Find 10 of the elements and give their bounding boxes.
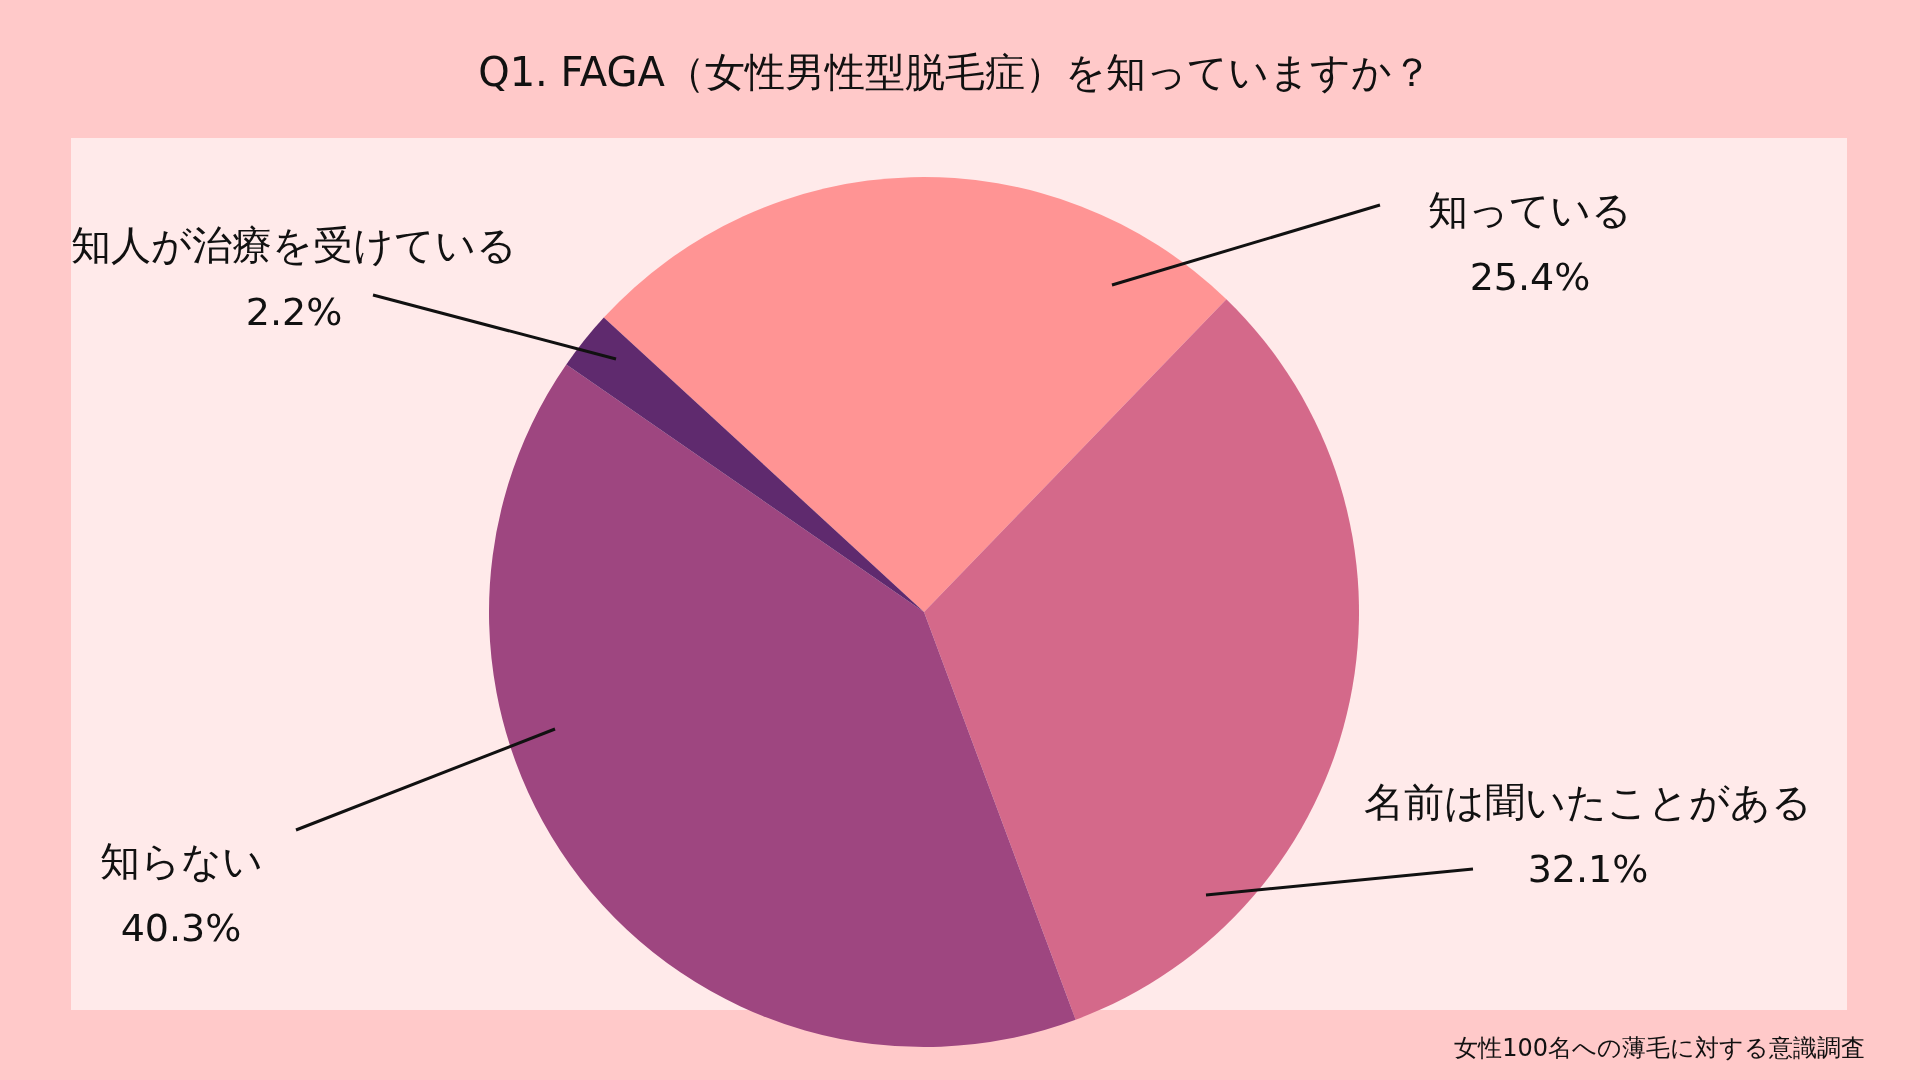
data-label: 25.4% — [1469, 255, 1591, 299]
slice-label: 知人が治療を受けている — [71, 222, 517, 268]
text: 女性100名への薄毛に対する意識調査 — [1454, 1034, 1865, 1062]
data-label: 2.2% — [245, 290, 343, 334]
chart-title: Q1. FAGA（女性男性型脱毛症）を知っていますか？ — [478, 49, 1432, 95]
data-label: 40.3% — [120, 906, 242, 950]
slice-label: 名前は聞いたことがある — [1364, 779, 1812, 825]
data-label: 32.1% — [1527, 847, 1649, 891]
slice-label: 知っている — [1428, 187, 1632, 233]
slice-label: 知らない — [99, 838, 263, 884]
